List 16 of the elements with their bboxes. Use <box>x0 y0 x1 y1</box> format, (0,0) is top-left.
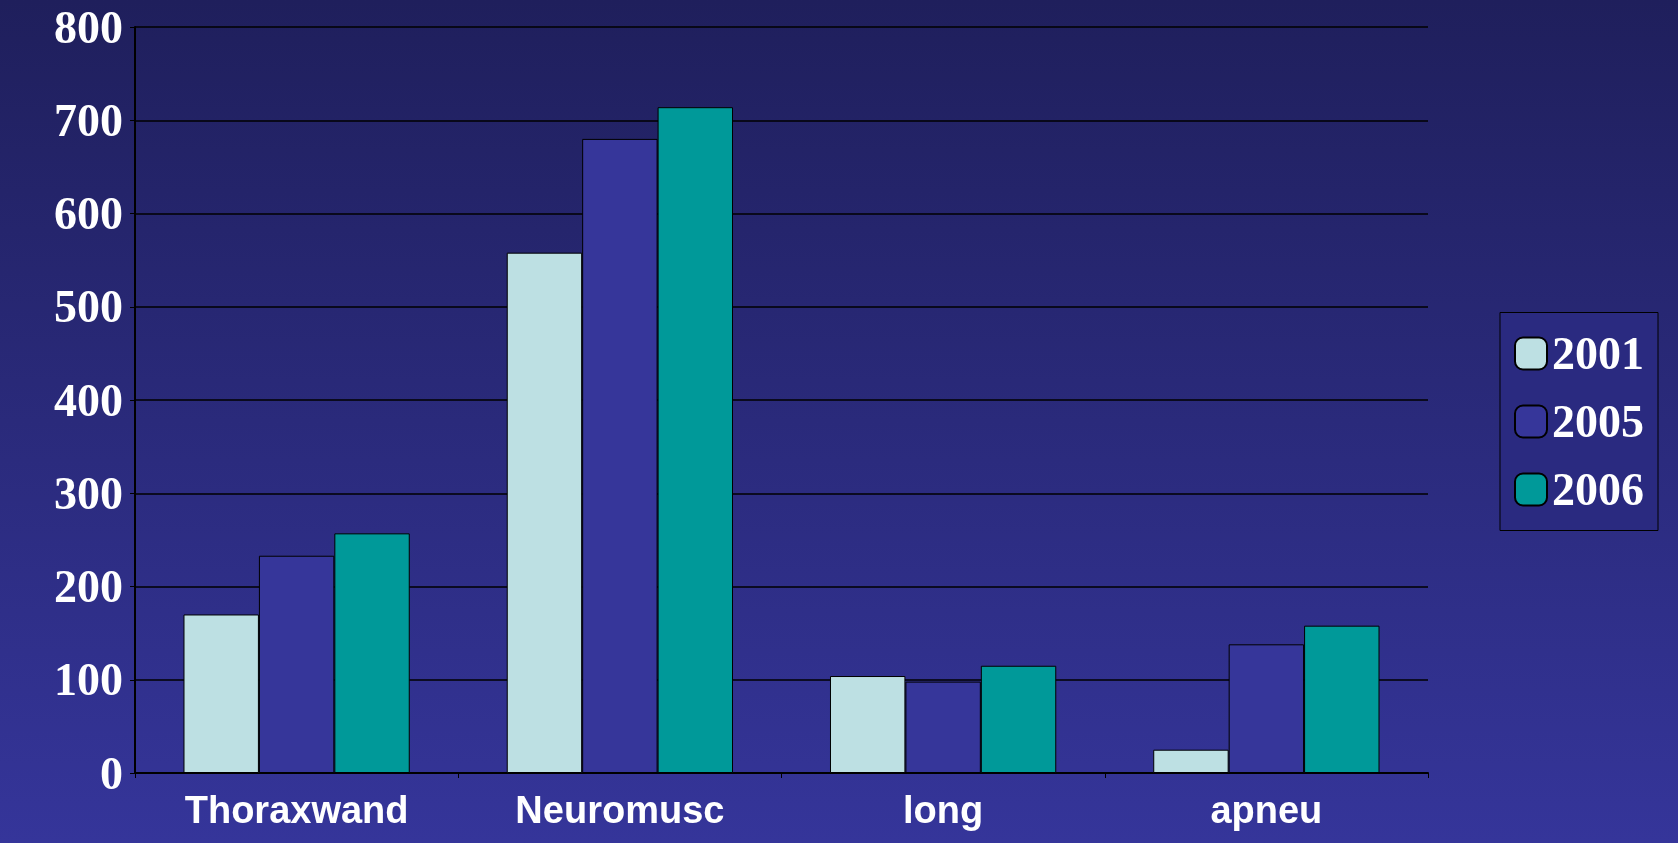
y-tick-label: 100 <box>54 654 123 706</box>
y-tick-label: 500 <box>54 281 123 333</box>
x-tick-label: Thoraxwand <box>184 789 409 831</box>
y-tick-label: 700 <box>54 94 123 146</box>
y-tick-label: 0 <box>100 747 123 799</box>
y-tick-label: 400 <box>54 374 123 426</box>
x-tick-label: long <box>903 789 984 831</box>
y-tick-label: 800 <box>54 1 123 53</box>
legend-label: 2006 <box>1552 464 1644 515</box>
legend-label: 2001 <box>1552 328 1644 379</box>
y-tick-label: 300 <box>54 467 123 519</box>
legend-label: 2005 <box>1552 396 1644 447</box>
x-tick-label: Neuromusc <box>515 789 725 831</box>
y-tick-label: 200 <box>54 561 123 612</box>
x-tick-label: apneu <box>1210 789 1323 831</box>
y-tick-label: 600 <box>54 188 123 239</box>
